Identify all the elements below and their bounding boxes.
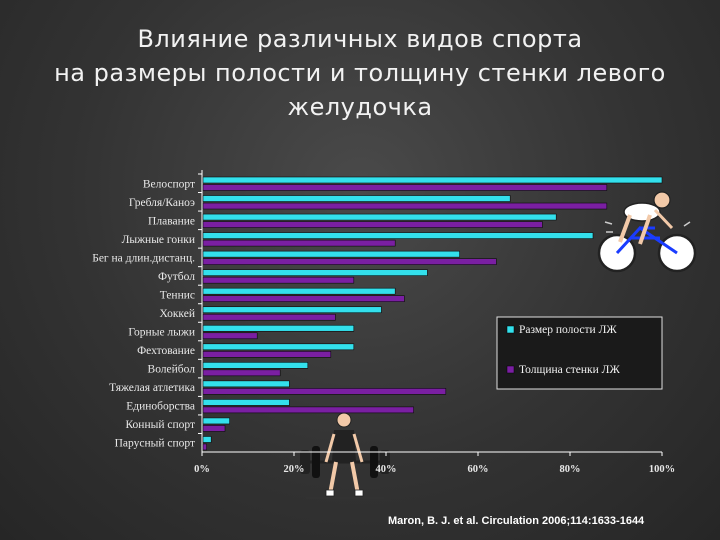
category-label: Волейбол — [148, 364, 196, 376]
x-tick-label: 100% — [649, 464, 675, 475]
category-label: Бег на длин.дистанц. — [92, 252, 195, 264]
category-label: Парусный спорт — [115, 438, 195, 450]
bar-wall-thickness — [202, 313, 336, 321]
bar-wall-thickness — [202, 406, 414, 414]
bar-cavity-size — [202, 195, 511, 202]
bar-wall-thickness — [202, 239, 396, 247]
bar-wall-thickness — [202, 388, 447, 395]
chart-title: Влияние различных видов спорта на размер… — [0, 22, 720, 124]
bar-cavity-size — [202, 213, 557, 221]
bar-wall-thickness — [202, 202, 608, 210]
bar-wall-thickness — [202, 184, 608, 191]
weightlifter-illustration — [300, 412, 390, 499]
bar-cavity-size — [202, 306, 382, 314]
title-line: на размеры полости и толщину стенки лево… — [54, 59, 666, 87]
category-label: Горные лыжи — [128, 327, 195, 339]
bar-wall-thickness — [202, 276, 355, 284]
legend: Размер полости ЛЖ Толщина стенки ЛЖ — [496, 316, 663, 390]
category-label: Плавание — [148, 215, 195, 227]
bar-wall-thickness — [202, 221, 543, 228]
bar-cavity-size — [202, 287, 396, 295]
legend-label: Толщина стенки ЛЖ — [519, 364, 620, 376]
category-label: Велоспорт — [143, 178, 195, 190]
citation: Maron, B. J. et al. Circulation 2006;114… — [388, 515, 645, 527]
title-line: Влияние различных видов спорта — [137, 25, 583, 53]
bar-cavity-size — [202, 417, 230, 425]
x-tick-label: 20% — [284, 464, 305, 475]
category-label: Фехтование — [137, 345, 195, 357]
category-label: Тяжелая атлетика — [109, 382, 195, 394]
category-label: Хоккей — [160, 308, 195, 320]
category-label: Лыжные гонки — [122, 234, 195, 246]
title-line: желудочка — [287, 93, 433, 121]
cyclist-illustration — [597, 191, 697, 273]
x-tick-label: 80% — [560, 464, 581, 475]
legend-label: Размер полости ЛЖ — [519, 324, 617, 336]
legend-box — [496, 316, 663, 390]
bar-cavity-size — [202, 176, 663, 184]
bar-cavity-size — [202, 250, 460, 258]
bar-wall-thickness — [202, 295, 405, 303]
x-tick-label: 0% — [194, 464, 210, 475]
legend-swatch — [506, 365, 515, 374]
bar-cavity-size — [202, 324, 355, 332]
plot-area: Велоспорт Гребля/Каноэ Плавание Лыжные гонк… — [92, 170, 675, 475]
x-tick-label: 60% — [468, 464, 489, 475]
bar-cavity-size — [202, 343, 355, 351]
bar-wall-thickness — [202, 369, 281, 377]
category-label: Футбол — [158, 271, 195, 283]
bar-cavity-size — [202, 436, 212, 443]
category-label: Гребля/Каноэ — [129, 197, 195, 209]
bar-wall-thickness — [202, 425, 226, 432]
bar-wall-thickness — [202, 350, 332, 358]
bar-wall-thickness — [202, 443, 207, 451]
category-label: Конный спорт — [125, 419, 195, 431]
category-label: Единоборства — [126, 401, 195, 413]
bar-wall-thickness — [202, 332, 258, 340]
legend-swatch — [506, 325, 515, 334]
bar-cavity-size — [202, 269, 428, 276]
bar-wall-thickness — [202, 258, 497, 265]
bar-cavity-size — [202, 362, 309, 369]
x-tick-label: 40% — [376, 464, 397, 475]
category-label: Теннис — [160, 289, 195, 301]
bar-cavity-size — [202, 380, 290, 388]
bar-cavity-size — [202, 232, 594, 239]
bar-cavity-size — [202, 399, 290, 406]
